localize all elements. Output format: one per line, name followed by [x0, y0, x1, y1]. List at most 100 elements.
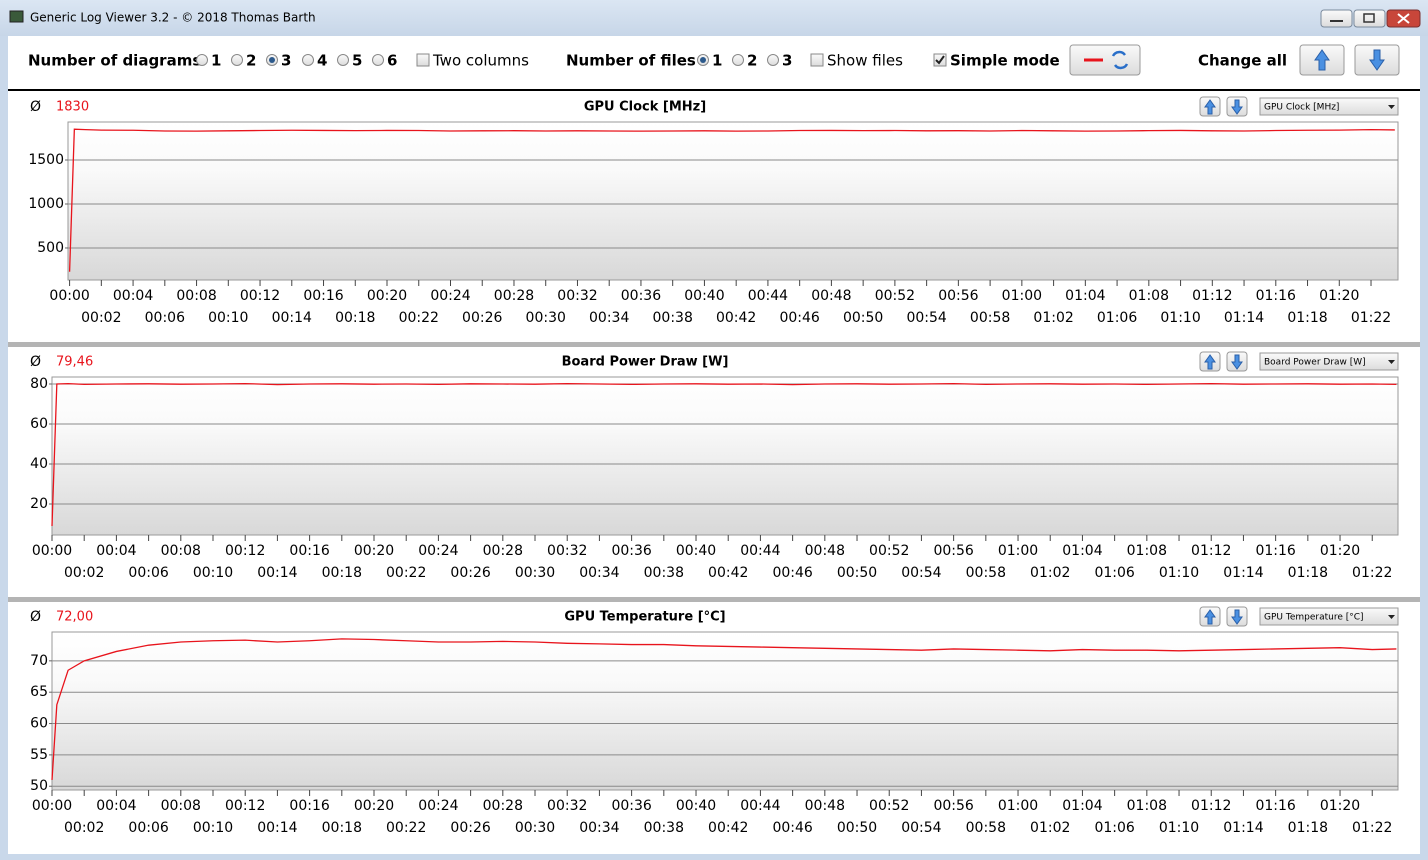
plot-area: [67, 121, 1399, 281]
x-tick-label: 00:16: [289, 798, 329, 814]
x-tick-label: 01:22: [1352, 565, 1392, 581]
radio-label[interactable]: 2: [246, 52, 256, 70]
x-tick-label: 01:14: [1223, 820, 1263, 836]
chart-title: GPU Clock [MHz]: [584, 100, 706, 115]
color-refresh-button[interactable]: [1069, 44, 1141, 76]
checkbox-label[interactable]: Two columns: [432, 52, 529, 70]
radio-label[interactable]: 1: [712, 52, 722, 70]
series-dropdown[interactable]: [1259, 352, 1399, 371]
x-tick-label: 00:12: [225, 543, 265, 559]
restore-icon: [1363, 13, 1375, 23]
app-icon: [9, 10, 24, 23]
panel-splitter: [8, 597, 1420, 602]
x-tick-label: 01:04: [1062, 543, 1102, 559]
checkbox[interactable]: [416, 53, 430, 67]
x-tick-label: 00:10: [193, 565, 233, 581]
x-tick-label: 00:54: [901, 565, 941, 581]
x-tick-label: 00:28: [483, 543, 523, 559]
x-tick-label: 00:42: [708, 820, 748, 836]
radio-label[interactable]: 2: [747, 52, 757, 70]
plot-area: [51, 631, 1399, 791]
radio-label[interactable]: 1: [211, 52, 221, 70]
checkbox-label[interactable]: Simple mode: [950, 52, 1060, 70]
x-tick-label: 00:52: [875, 288, 915, 304]
x-tick-label: 00:32: [547, 543, 587, 559]
x-tick-label: 00:48: [811, 288, 851, 304]
x-tick-label: 00:18: [335, 310, 375, 326]
x-tick-label: 00:12: [240, 288, 280, 304]
x-tick-label: 01:08: [1127, 543, 1167, 559]
x-tick-label: 00:16: [303, 288, 343, 304]
radio-button[interactable]: [732, 54, 744, 66]
x-tick-label: 00:46: [772, 565, 812, 581]
x-tick-label: 01:04: [1062, 798, 1102, 814]
radio-button[interactable]: [767, 54, 779, 66]
x-tick-label: 00:48: [805, 543, 845, 559]
x-tick-label: 00:18: [322, 565, 362, 581]
radio-label[interactable]: 6: [387, 52, 397, 70]
average-symbol: Ø: [30, 609, 41, 625]
x-tick-label: 01:14: [1223, 565, 1263, 581]
restore-button[interactable]: [1353, 9, 1386, 28]
y-tick-label: 60: [30, 416, 48, 432]
y-tick-label: 70: [30, 653, 48, 669]
x-tick-label: 00:02: [81, 310, 121, 326]
y-tick-label: 1500: [28, 152, 64, 168]
x-tick-label: 00:42: [708, 565, 748, 581]
dropdown-text[interactable]: GPU Clock [MHz]: [1264, 103, 1339, 113]
window-controls[interactable]: [1320, 9, 1421, 28]
radio-button[interactable]: [337, 54, 349, 66]
x-tick-label: 00:30: [526, 310, 566, 326]
up-arrow-icon: [1204, 354, 1216, 370]
x-tick-label: 00:54: [906, 310, 946, 326]
series-dropdown[interactable]: [1259, 97, 1399, 116]
x-tick-label: 00:08: [176, 288, 216, 304]
x-tick-label: 01:02: [1030, 820, 1070, 836]
dropdown-text[interactable]: Board Power Draw [W]: [1264, 358, 1366, 368]
radio-label[interactable]: 3: [782, 52, 792, 70]
series-dropdown[interactable]: [1259, 607, 1399, 626]
x-tick-label: 00:58: [966, 565, 1006, 581]
x-tick-label: 00:04: [113, 288, 153, 304]
x-tick-label: 00:26: [450, 820, 490, 836]
x-tick-label: 00:20: [354, 798, 394, 814]
radio-button[interactable]: [231, 54, 243, 66]
x-tick-label: 01:20: [1319, 288, 1359, 304]
x-tick-label: 00:38: [644, 820, 684, 836]
radio-label[interactable]: 5: [352, 52, 362, 70]
x-tick-label: 01:18: [1288, 820, 1328, 836]
down-arrow-icon: [1231, 354, 1243, 370]
x-tick-label: 01:10: [1160, 310, 1200, 326]
radio-dot: [700, 57, 706, 63]
files-label: Number of files: [566, 52, 696, 70]
x-tick-label: 00:22: [386, 565, 426, 581]
x-tick-label: 01:20: [1320, 798, 1360, 814]
radio-label[interactable]: 3: [281, 52, 291, 70]
radio-button[interactable]: [196, 54, 208, 66]
average-symbol: Ø: [30, 354, 41, 370]
x-tick-label: 01:06: [1094, 565, 1134, 581]
radio-button[interactable]: [302, 54, 314, 66]
x-tick-label: 00:46: [772, 820, 812, 836]
x-tick-label: 00:20: [354, 543, 394, 559]
x-tick-label: 00:56: [933, 798, 973, 814]
down-arrow-icon: [1231, 99, 1243, 115]
x-tick-label: 01:16: [1255, 798, 1295, 814]
dropdown-text[interactable]: GPU Temperature [°C]: [1264, 613, 1364, 623]
minimize-button[interactable]: [1320, 9, 1353, 28]
checkbox-label[interactable]: Show files: [827, 52, 903, 70]
radio-label[interactable]: 4: [317, 52, 327, 70]
x-tick-label: 00:08: [161, 543, 201, 559]
x-tick-label: 01:00: [1002, 288, 1042, 304]
average-value: 79,46: [56, 355, 93, 370]
x-tick-label: 00:38: [644, 565, 684, 581]
checkmark: [935, 55, 945, 65]
x-tick-label: 01:12: [1192, 288, 1232, 304]
x-tick-label: 00:36: [621, 288, 661, 304]
x-tick-label: 00:34: [589, 310, 629, 326]
x-tick-label: 01:02: [1030, 565, 1070, 581]
radio-button[interactable]: [372, 54, 384, 66]
y-tick-label: 20: [30, 496, 48, 512]
checkbox[interactable]: [810, 53, 824, 67]
